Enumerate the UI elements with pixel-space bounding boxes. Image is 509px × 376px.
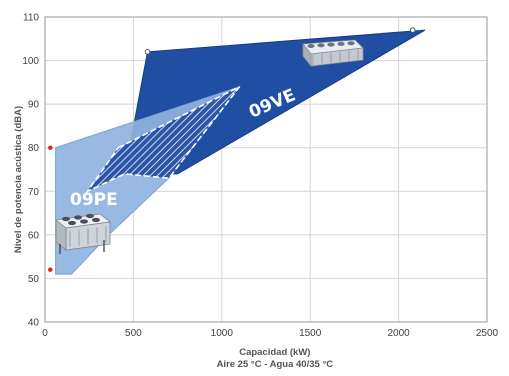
x-tick-label: 1000: [211, 328, 234, 339]
x-tick-label: 500: [125, 328, 142, 339]
axis-ticks: 0 500 1000 1500 2000 2500 40 50 60 70 80 90 100 110: [22, 13, 498, 340]
marker-points: [48, 27, 416, 272]
condenser-unit-icon: [55, 213, 111, 254]
y-tick-label: 90: [28, 100, 40, 111]
x-tick-label: 1500: [299, 328, 322, 339]
x-tick-label: 0: [42, 328, 48, 339]
x-tick-label: 2000: [387, 328, 410, 339]
marker-point: [409, 27, 416, 33]
plot-frame: [44, 16, 488, 323]
dry-cooler-unit-icon: [302, 39, 364, 68]
y-tick-label: 60: [28, 230, 40, 241]
y-axis-title: Nivel de potencia acústica (dBA): [13, 106, 24, 253]
x-tick-label: 2500: [476, 328, 499, 339]
marker-point-red: [48, 267, 53, 272]
unit-icons: [55, 39, 364, 254]
y-tick-label: 70: [28, 187, 40, 198]
overlap-region: [84, 85, 241, 194]
y-tick-label: 80: [28, 143, 40, 154]
series-label-09pe: 09PE: [70, 190, 118, 210]
plot-border: [44, 16, 488, 323]
y-tick-label: 100: [22, 56, 39, 67]
y-tick-label: 40: [28, 318, 40, 329]
x-axis-title: Capacidad (kW): [239, 347, 310, 358]
marker-point: [144, 49, 151, 55]
marker-point-red: [48, 145, 53, 150]
series-areas: [55, 29, 426, 275]
x-axis-subtitle: Aire 25 °C - Agua 40/35 °C: [217, 359, 334, 370]
y-tick-label: 110: [23, 13, 39, 24]
y-tick-label: 50: [28, 274, 40, 285]
overlap-area: [84, 85, 241, 194]
